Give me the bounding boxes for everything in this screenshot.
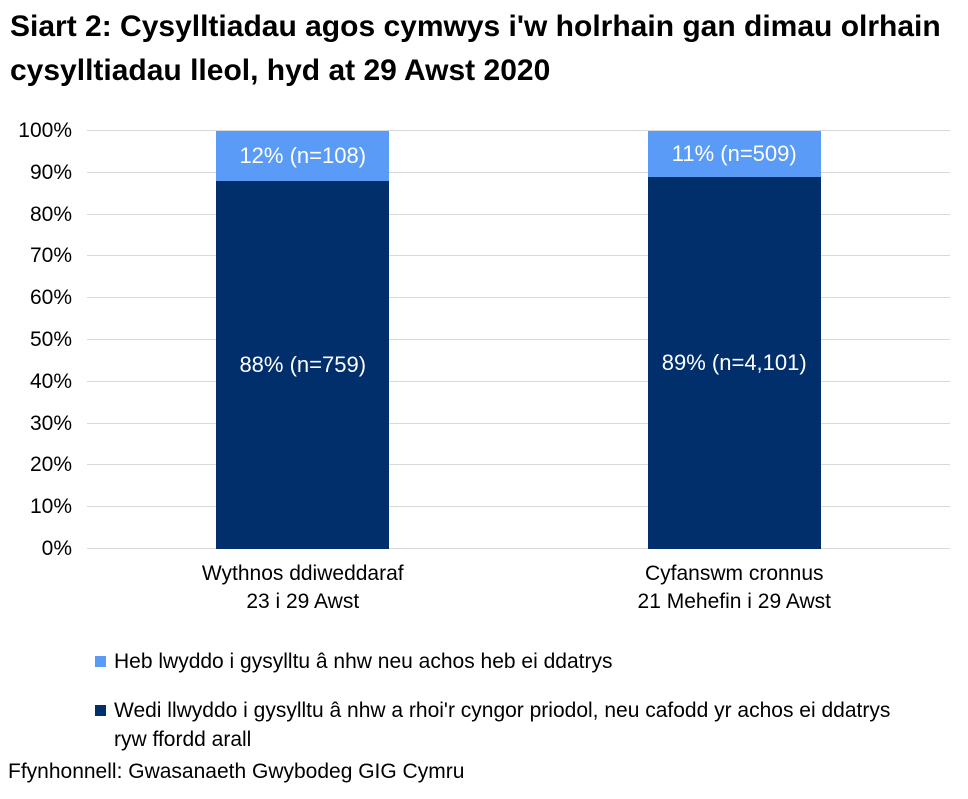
gridline: [87, 255, 950, 257]
y-axis-tick-label: 30%: [29, 411, 72, 435]
bar-column-1: 88% (n=759) 12% (n=108): [216, 131, 390, 549]
bar-value-label: 89% (n=4,101): [661, 349, 807, 375]
gridline: [87, 548, 950, 549]
gridline: [87, 171, 950, 173]
y-axis-tick-label: 0%: [41, 537, 72, 560]
legend-label: Heb lwyddo i gysylltu â nhw neu achos he…: [114, 650, 613, 673]
legend-label: Wedi llwyddo i gysylltu â nhw a rhoi'r c…: [114, 699, 891, 751]
legend-item-2: Wedi llwyddo i gysylltu â nhw a rhoi'r c…: [95, 697, 935, 754]
bar-value-label: 12% (n=108): [239, 143, 367, 169]
gridline: [87, 130, 950, 131]
chart-title: Siart 2: Cysylltiadau agos cymwys i'w ho…: [10, 10, 941, 87]
y-axis-tick-label: 100%: [18, 119, 72, 142]
x-axis-category-label: Cyfanswm cronnus 21 Mehefin i 29 Awst: [524, 560, 944, 617]
x-axis-category-label: Wythnos ddiweddaraf 23 i 29 Awst: [93, 560, 513, 617]
y-axis: 0% 10% 20% 30% 40% 50% 60% 70% 80% 90% 100%: [0, 119, 72, 560]
y-axis-tick-label: 60%: [29, 286, 72, 310]
x-axis-category-line2: 21 Mehefin i 29 Awst: [637, 590, 831, 614]
bar-segment-light_blue: 11% (n=509): [647, 131, 821, 177]
legend-marker-dark_blue-icon: [95, 705, 106, 717]
bar-segment-dark_blue: 88% (n=759): [216, 181, 390, 549]
gridline: [87, 213, 950, 215]
x-axis-category-line2: 23 i 29 Awst: [246, 590, 360, 614]
y-axis-tick-label: 10%: [29, 495, 72, 519]
y-axis-tick-label: 90%: [29, 160, 72, 184]
y-axis-tick-label: 80%: [29, 202, 72, 226]
plot-grid: 88% (n=759) 12% (n=108) 89% (n=4,101) 11% (…: [87, 130, 950, 549]
x-axis-category-line1: Cyfanswm cronnus: [644, 562, 824, 585]
bar-value-label: 11% (n=509): [671, 141, 797, 166]
gridline: [87, 297, 950, 299]
y-axis-tick-label: 20%: [29, 453, 72, 477]
bar-column-2: 89% (n=4,101) 11% (n=509): [647, 131, 821, 549]
gridline: [87, 380, 950, 382]
legend-marker-light_blue-icon: [95, 656, 106, 667]
y-axis-tick-label: 50%: [29, 328, 72, 351]
x-axis: Wythnos ddiweddaraf 23 i 29 Awst Cyfanswm …: [87, 560, 950, 620]
y-axis-tick-label: 40%: [29, 369, 72, 393]
gridline: [87, 422, 950, 424]
gridline: [87, 506, 950, 508]
source-line: Ffynhonnell: Gwasanaeth Gwybodeg GIG Cym…: [8, 760, 465, 783]
bar-segment-light_blue: 12% (n=108): [216, 131, 390, 182]
bar-value-label: 88% (n=759): [239, 352, 367, 378]
bar-segment-dark_blue: 89% (n=4,101): [647, 176, 821, 549]
legend-item-1: Heb lwyddo i gysylltu â nhw neu achos he…: [95, 648, 935, 676]
legend: Heb lwyddo i gysylltu â nhw neu achos he…: [95, 648, 935, 775]
gridline: [87, 464, 950, 466]
x-axis-category-line1: Wythnos ddiweddaraf: [201, 562, 404, 585]
gridline: [87, 339, 950, 340]
y-axis-tick-label: 70%: [29, 244, 72, 268]
